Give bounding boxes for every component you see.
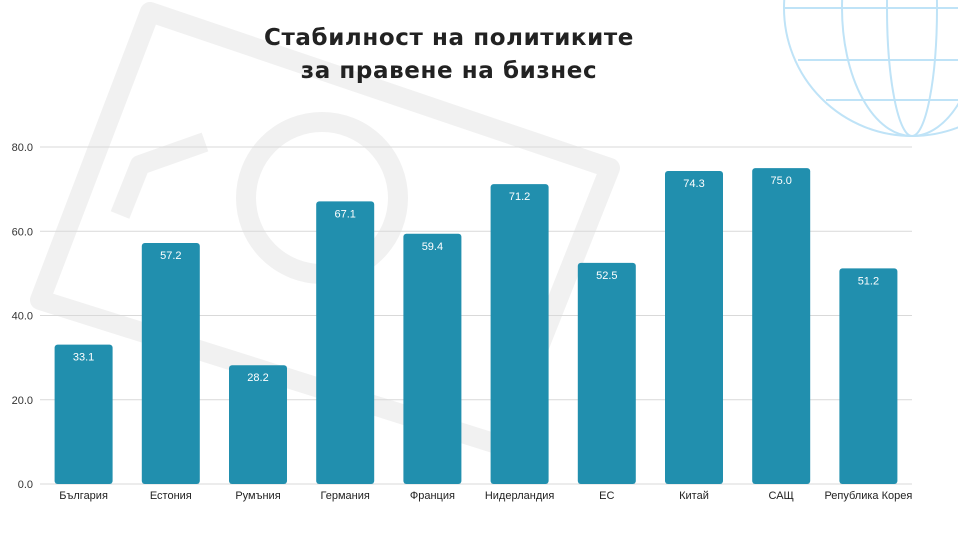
- data-label: 67.1: [334, 208, 355, 220]
- x-tick-label: Германия: [321, 490, 370, 502]
- x-tick-label: Франция: [410, 490, 455, 502]
- bar: [752, 168, 811, 484]
- y-tick-label: 0.0: [18, 479, 33, 491]
- bar: [665, 171, 723, 485]
- data-label: 51.2: [858, 275, 879, 287]
- chart-title: Стабилност на политиките за правене на б…: [0, 22, 898, 88]
- y-tick-label: 60.0: [12, 226, 33, 238]
- x-tick-label: Нидерландия: [485, 490, 555, 502]
- x-tick-label: България: [59, 490, 108, 502]
- data-label: 28.2: [247, 372, 268, 384]
- data-label: 33.1: [73, 352, 94, 364]
- y-axis: 0.0 20.0 40.0 60.0 80.0: [12, 142, 33, 491]
- x-tick-label: Румъния: [235, 490, 280, 502]
- bar: [577, 262, 636, 484]
- bar: [316, 201, 375, 484]
- bar: [403, 233, 462, 484]
- bar: [490, 184, 549, 484]
- x-tick-label: Република Корея: [824, 490, 912, 502]
- bar: [229, 365, 287, 484]
- x-tick-label: Китай: [679, 490, 709, 502]
- x-tick-label: САЩ: [769, 490, 794, 502]
- x-axis: България Естония Румъния Германия Франция Нид…: [59, 490, 912, 502]
- x-tick-label: Естония: [150, 490, 192, 502]
- data-label: 75.0: [770, 175, 791, 187]
- y-tick-label: 80.0: [12, 142, 33, 154]
- chart-title-line-2: за правене на бизнес: [300, 58, 598, 84]
- chart-title-line-1: Стабилност на политиките: [264, 25, 634, 51]
- data-label: 52.5: [596, 270, 617, 282]
- value-labels: 33.1 57.2 28.2 67.1 59.4 71.2 52.5 74.3 75.0 51.2: [73, 175, 879, 384]
- bar: [839, 268, 898, 484]
- data-label: 71.2: [509, 191, 530, 203]
- bars: [54, 168, 898, 485]
- data-label: 57.2: [160, 250, 181, 262]
- y-tick-label: 40.0: [12, 311, 33, 323]
- y-tick-label: 20.0: [12, 395, 33, 407]
- data-label: 74.3: [683, 178, 704, 190]
- data-label: 59.4: [422, 241, 443, 253]
- globe-graphic: [783, 0, 958, 137]
- bar: [141, 243, 200, 484]
- x-tick-label: ЕС: [599, 490, 614, 502]
- bar: [54, 344, 113, 484]
